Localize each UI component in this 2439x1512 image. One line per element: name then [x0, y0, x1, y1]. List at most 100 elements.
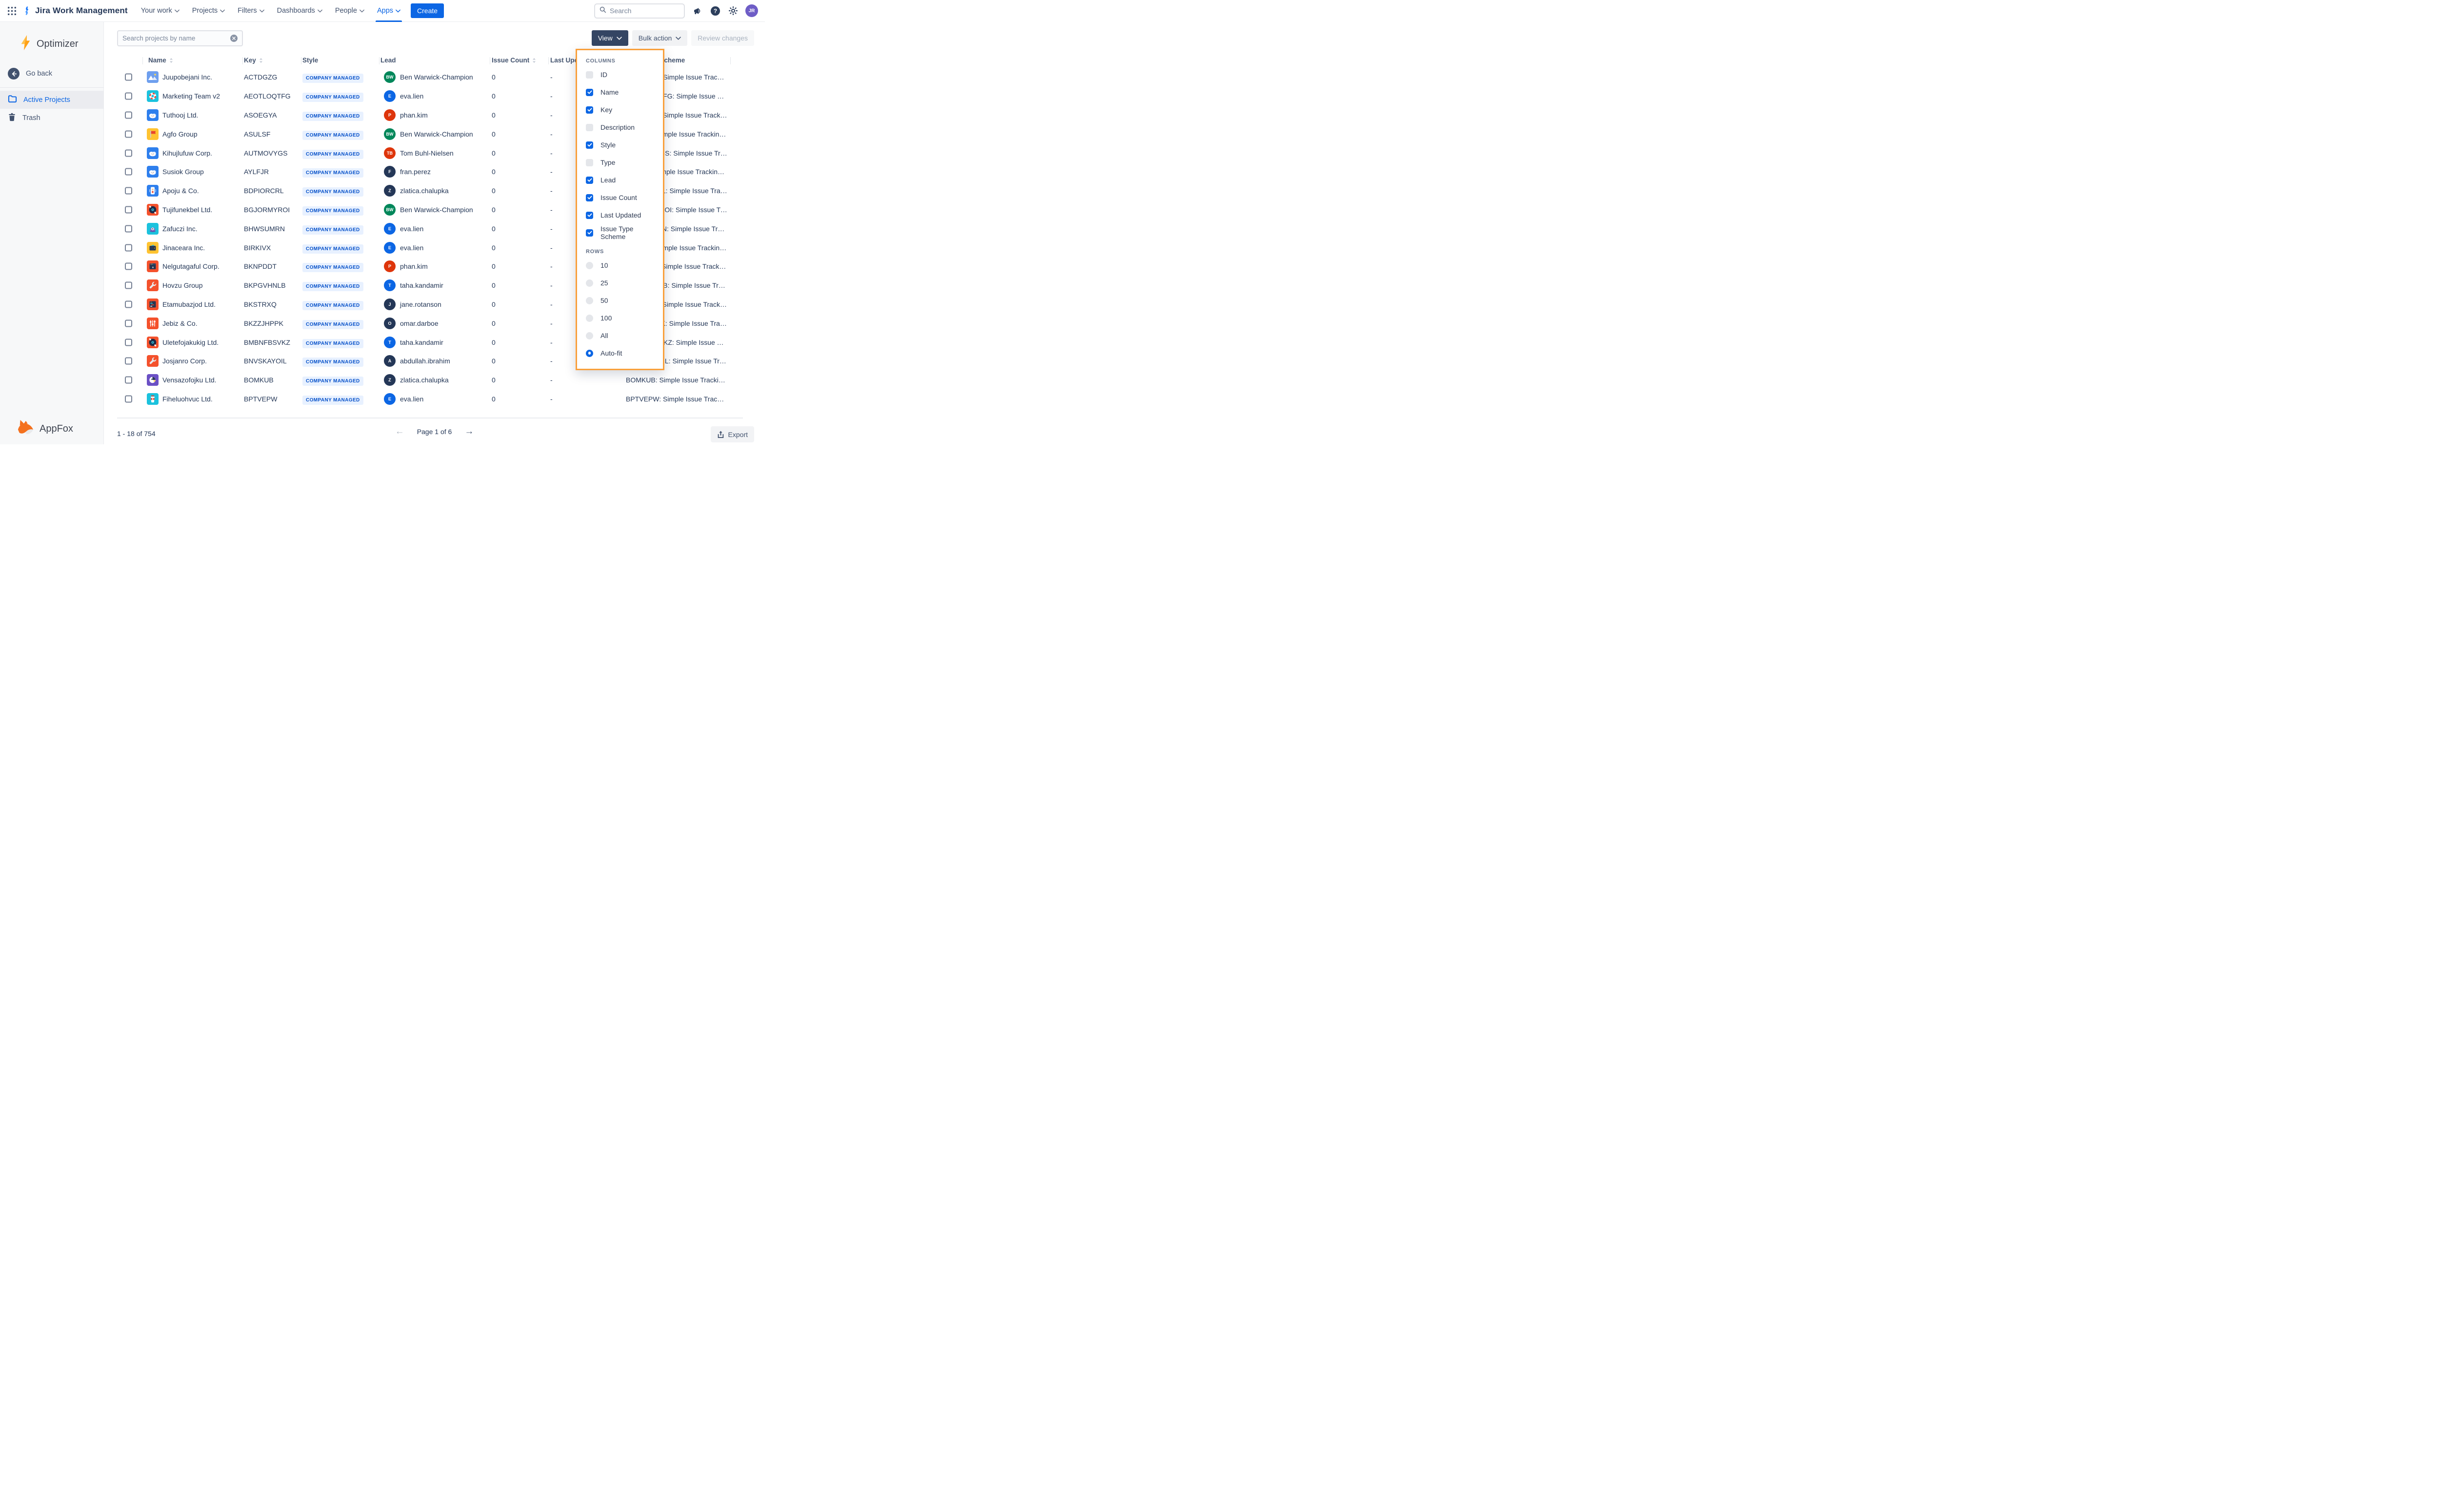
project-search-input[interactable] — [122, 35, 230, 42]
project-name[interactable]: Josjanro Corp. — [162, 357, 207, 365]
rows-option-auto-fit[interactable]: Auto-fit — [585, 344, 655, 362]
jira-logo[interactable]: Jira Work Management — [21, 5, 128, 16]
column-toggle-style[interactable]: Style — [585, 136, 655, 154]
radio-unselected-icon[interactable] — [586, 332, 593, 339]
project-name[interactable]: Marketing Team v2 — [162, 92, 220, 100]
export-button[interactable]: Export — [710, 426, 754, 442]
radio-unselected-icon[interactable] — [586, 261, 593, 269]
column-toggle-id[interactable]: ID — [585, 66, 655, 83]
nav-item-your-work[interactable]: Your work — [135, 0, 186, 22]
rows-option-10[interactable]: 10 — [585, 257, 655, 274]
sidebar-item-trash[interactable]: Trash — [0, 109, 103, 127]
project-name[interactable]: Etamubazjod Ltd. — [162, 300, 216, 308]
row-checkbox[interactable] — [125, 244, 132, 252]
row-checkbox[interactable] — [125, 281, 132, 289]
column-toggle-lead[interactable]: Lead — [585, 171, 655, 189]
next-page-arrow-icon[interactable]: → — [464, 426, 474, 437]
project-name[interactable]: Kihujlufuw Corp. — [162, 149, 212, 157]
project-name[interactable]: Tuthooj Ltd. — [162, 111, 199, 119]
column-toggle-issue-count[interactable]: Issue Count — [585, 189, 655, 206]
project-name[interactable]: Hovzu Group — [162, 281, 203, 290]
project-name[interactable]: Susiok Group — [162, 168, 204, 176]
project-name[interactable]: Zafuczi Inc. — [162, 224, 198, 233]
project-name[interactable]: Fiheluohvuc Ltd. — [162, 395, 213, 403]
global-search-input[interactable] — [610, 7, 668, 15]
app-switcher-icon[interactable] — [5, 4, 19, 18]
row-checkbox[interactable] — [125, 262, 132, 270]
column-toggle-issue-type-scheme[interactable]: Issue Type Scheme — [585, 224, 655, 241]
column-header-style[interactable]: Style — [302, 57, 319, 64]
project-name[interactable]: Juupobejani Inc. — [162, 73, 212, 81]
project-name[interactable]: Tujifunekbel Ltd. — [162, 205, 213, 214]
review-changes-button[interactable]: Review changes — [691, 30, 754, 46]
radio-unselected-icon[interactable] — [586, 297, 593, 304]
user-avatar[interactable]: JR — [745, 4, 758, 17]
checkbox-checked-icon[interactable] — [586, 176, 593, 184]
row-checkbox[interactable] — [125, 357, 132, 365]
checkbox-checked-icon[interactable] — [586, 211, 593, 219]
checkbox-checked-icon[interactable] — [586, 194, 593, 201]
help-icon[interactable]: ? — [709, 5, 721, 17]
radio-unselected-icon[interactable] — [586, 314, 593, 322]
sidebar-item-active-projects[interactable]: Active Projects — [0, 91, 103, 109]
project-name[interactable]: Uletefojakukig Ltd. — [162, 338, 219, 346]
nav-item-dashboards[interactable]: Dashboards — [271, 0, 329, 22]
row-checkbox[interactable] — [125, 111, 132, 119]
previous-page-arrow-icon[interactable]: ← — [395, 426, 404, 437]
checkbox-checked-icon[interactable] — [586, 141, 593, 149]
row-checkbox[interactable] — [125, 73, 132, 81]
project-name[interactable]: Agfo Group — [162, 130, 198, 138]
column-header-name[interactable]: Name — [148, 57, 173, 64]
nav-item-people[interactable]: People — [329, 0, 371, 22]
checkbox-unchecked-icon[interactable] — [586, 71, 593, 79]
create-button[interactable]: Create — [411, 3, 444, 18]
nav-item-apps[interactable]: Apps — [371, 0, 407, 22]
radio-selected-icon[interactable] — [586, 349, 593, 357]
settings-gear-icon[interactable] — [727, 5, 739, 17]
column-toggle-name[interactable]: Name — [585, 83, 655, 101]
global-search[interactable] — [594, 3, 685, 19]
view-button[interactable]: View — [591, 30, 628, 46]
project-name[interactable]: Jinaceara Inc. — [162, 243, 205, 252]
nav-item-filters[interactable]: Filters — [231, 0, 270, 22]
row-checkbox[interactable] — [125, 206, 132, 214]
row-checkbox[interactable] — [125, 149, 132, 157]
row-checkbox[interactable] — [125, 319, 132, 327]
project-name[interactable]: Apoju & Co. — [162, 187, 199, 195]
row-checkbox[interactable] — [125, 92, 132, 100]
column-toggle-last-updated[interactable]: Last Updated — [585, 206, 655, 224]
column-header-issue-count[interactable]: Issue Count — [492, 57, 536, 64]
clear-search-icon[interactable] — [230, 35, 238, 42]
checkbox-checked-icon[interactable] — [586, 88, 593, 96]
checkbox-checked-icon[interactable] — [586, 106, 593, 114]
column-header-lead[interactable]: Lead — [380, 57, 396, 64]
row-checkbox[interactable] — [125, 130, 132, 138]
rows-option-50[interactable]: 50 — [585, 292, 655, 309]
project-name[interactable]: Vensazofojku Ltd. — [162, 376, 217, 384]
column-toggle-description[interactable]: Description — [585, 119, 655, 136]
checkbox-unchecked-icon[interactable] — [586, 159, 593, 166]
column-header-key[interactable]: Key — [244, 57, 263, 64]
column-toggle-key[interactable]: Key — [585, 101, 655, 119]
rows-option-25[interactable]: 25 — [585, 274, 655, 292]
row-checkbox[interactable] — [125, 187, 132, 195]
project-name[interactable]: Nelgutagaful Corp. — [162, 262, 220, 271]
row-checkbox[interactable] — [125, 338, 132, 346]
row-checkbox[interactable] — [125, 395, 132, 403]
column-toggle-type[interactable]: Type — [585, 154, 655, 171]
bulk-action-button[interactable]: Bulk action — [632, 30, 688, 46]
nav-item-projects[interactable]: Projects — [186, 0, 231, 22]
announcements-icon[interactable] — [691, 5, 703, 17]
checkbox-checked-icon[interactable] — [586, 229, 593, 237]
radio-unselected-icon[interactable] — [586, 279, 593, 287]
rows-option-all[interactable]: All — [585, 327, 655, 344]
row-checkbox[interactable] — [125, 168, 132, 176]
go-back-button[interactable]: Go back — [8, 68, 103, 80]
row-checkbox[interactable] — [125, 225, 132, 233]
row-checkbox[interactable] — [125, 300, 132, 308]
project-name[interactable]: Jebiz & Co. — [162, 319, 198, 327]
checkbox-unchecked-icon[interactable] — [586, 123, 593, 131]
rows-option-100[interactable]: 100 — [585, 309, 655, 327]
row-checkbox[interactable] — [125, 376, 132, 384]
